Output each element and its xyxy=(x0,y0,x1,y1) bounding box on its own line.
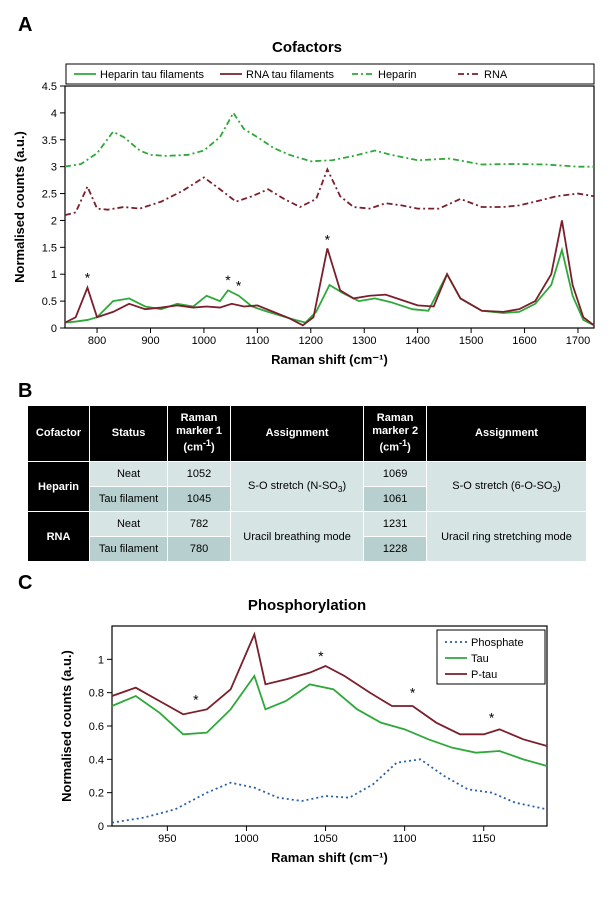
svg-text:0.8: 0.8 xyxy=(89,688,104,700)
svg-text:1: 1 xyxy=(51,269,57,281)
svg-text:1100: 1100 xyxy=(393,833,417,845)
svg-text:RNA: RNA xyxy=(484,69,508,81)
svg-text:1050: 1050 xyxy=(313,833,337,845)
svg-text:1200: 1200 xyxy=(299,335,323,347)
table-cell: 1069 xyxy=(364,462,427,487)
svg-text:*: * xyxy=(85,269,91,285)
table-header: Ramanmarker 2(cm-1) xyxy=(364,406,427,462)
table-cell: S-O stretch (6-O-SO3) xyxy=(427,462,587,512)
svg-text:1500: 1500 xyxy=(459,335,483,347)
svg-text:1100: 1100 xyxy=(246,335,270,347)
svg-text:Normalised counts (a.u.): Normalised counts (a.u.) xyxy=(59,650,74,802)
chart-a-svg: 800 900 1000 1100 1200 1300 1400 1500 1600 1700 0 0… xyxy=(10,58,604,368)
panel-a-label: A xyxy=(18,14,604,37)
svg-text:*: * xyxy=(225,272,231,288)
table-header: Cofactor xyxy=(28,406,90,462)
svg-text:900: 900 xyxy=(141,335,159,347)
table-cell: 780 xyxy=(168,537,231,562)
svg-text:Phosphate: Phosphate xyxy=(471,637,524,649)
table-header: Status xyxy=(90,406,168,462)
svg-text:*: * xyxy=(318,648,324,664)
svg-text:Tau: Tau xyxy=(471,653,489,665)
panel-a-chart: Cofactors 800 900 1000 1100 1200 1300 1400 1500… xyxy=(10,39,604,368)
svg-text:4: 4 xyxy=(51,108,57,120)
svg-text:800: 800 xyxy=(88,335,106,347)
svg-text:Raman shift (cm⁻¹): Raman shift (cm⁻¹) xyxy=(271,352,388,367)
panel-c-chart: Phosphorylation 950 1000 1050 1100 1150 0 0.2 0… xyxy=(10,597,604,866)
svg-text:Raman shift (cm⁻¹): Raman shift (cm⁻¹) xyxy=(271,850,388,865)
cofactor-name: Heparin xyxy=(28,462,90,512)
table-header: Assignment xyxy=(230,406,363,462)
table-cell: Neat xyxy=(90,462,168,487)
svg-text:1000: 1000 xyxy=(192,335,216,347)
table-cell: S-O stretch (N-SO3) xyxy=(230,462,363,512)
svg-text:0.6: 0.6 xyxy=(89,721,104,733)
svg-text:1000: 1000 xyxy=(234,833,258,845)
svg-text:0: 0 xyxy=(51,323,57,335)
svg-text:1700: 1700 xyxy=(566,335,590,347)
svg-text:0.4: 0.4 xyxy=(89,755,104,767)
svg-text:Normalised counts (a.u.): Normalised counts (a.u.) xyxy=(12,131,27,283)
svg-text:950: 950 xyxy=(158,833,176,845)
table-header: Assignment xyxy=(427,406,587,462)
cofactor-name: RNA xyxy=(28,512,90,562)
table-cell: Tau filament xyxy=(90,487,168,512)
svg-text:*: * xyxy=(193,692,199,708)
svg-text:Heparin tau filaments: Heparin tau filaments xyxy=(100,69,204,81)
svg-text:4.5: 4.5 xyxy=(42,81,57,93)
svg-text:0.5: 0.5 xyxy=(42,296,57,308)
table-cell: 1061 xyxy=(364,487,427,512)
table-cell: Uracil ring stretching mode xyxy=(427,512,587,562)
table-cell: Tau filament xyxy=(90,537,168,562)
svg-text:*: * xyxy=(236,277,242,293)
svg-text:1600: 1600 xyxy=(512,335,536,347)
svg-text:2: 2 xyxy=(51,215,57,227)
svg-text:RNA tau filaments: RNA tau filaments xyxy=(246,69,335,81)
svg-text:3: 3 xyxy=(51,162,57,174)
chart-c-svg: 950 1000 1050 1100 1150 0 0.2 0.4 0.6 0.8 1 Raman s… xyxy=(57,616,557,866)
panel-a-title: Cofactors xyxy=(10,39,604,56)
svg-text:3.5: 3.5 xyxy=(42,135,57,147)
svg-text:*: * xyxy=(325,232,331,248)
svg-text:1400: 1400 xyxy=(405,335,429,347)
svg-text:0.2: 0.2 xyxy=(89,788,104,800)
table-cell: 1231 xyxy=(364,512,427,537)
table-header: Ramanmarker 1(cm-1) xyxy=(168,406,231,462)
table-cell: 1228 xyxy=(364,537,427,562)
svg-text:2.5: 2.5 xyxy=(42,189,57,201)
svg-text:1300: 1300 xyxy=(352,335,376,347)
cofactor-table: CofactorStatusRamanmarker 1(cm-1)Assignm… xyxy=(27,405,587,562)
svg-text:1150: 1150 xyxy=(472,833,496,845)
svg-text:1: 1 xyxy=(98,655,104,667)
table-cell: 1052 xyxy=(168,462,231,487)
panel-b-label: B xyxy=(18,380,604,403)
table-cell: Neat xyxy=(90,512,168,537)
table-cell: 782 xyxy=(168,512,231,537)
svg-text:*: * xyxy=(410,685,416,701)
svg-text:P-tau: P-tau xyxy=(471,669,497,681)
panel-c-label: C xyxy=(18,572,604,595)
svg-text:*: * xyxy=(489,710,495,726)
panel-c-title: Phosphorylation xyxy=(10,597,604,614)
svg-text:Heparin: Heparin xyxy=(378,69,417,81)
svg-text:0: 0 xyxy=(98,821,104,833)
svg-text:1.5: 1.5 xyxy=(42,242,57,254)
table-cell: Uracil breathing mode xyxy=(230,512,363,562)
table-cell: 1045 xyxy=(168,487,231,512)
